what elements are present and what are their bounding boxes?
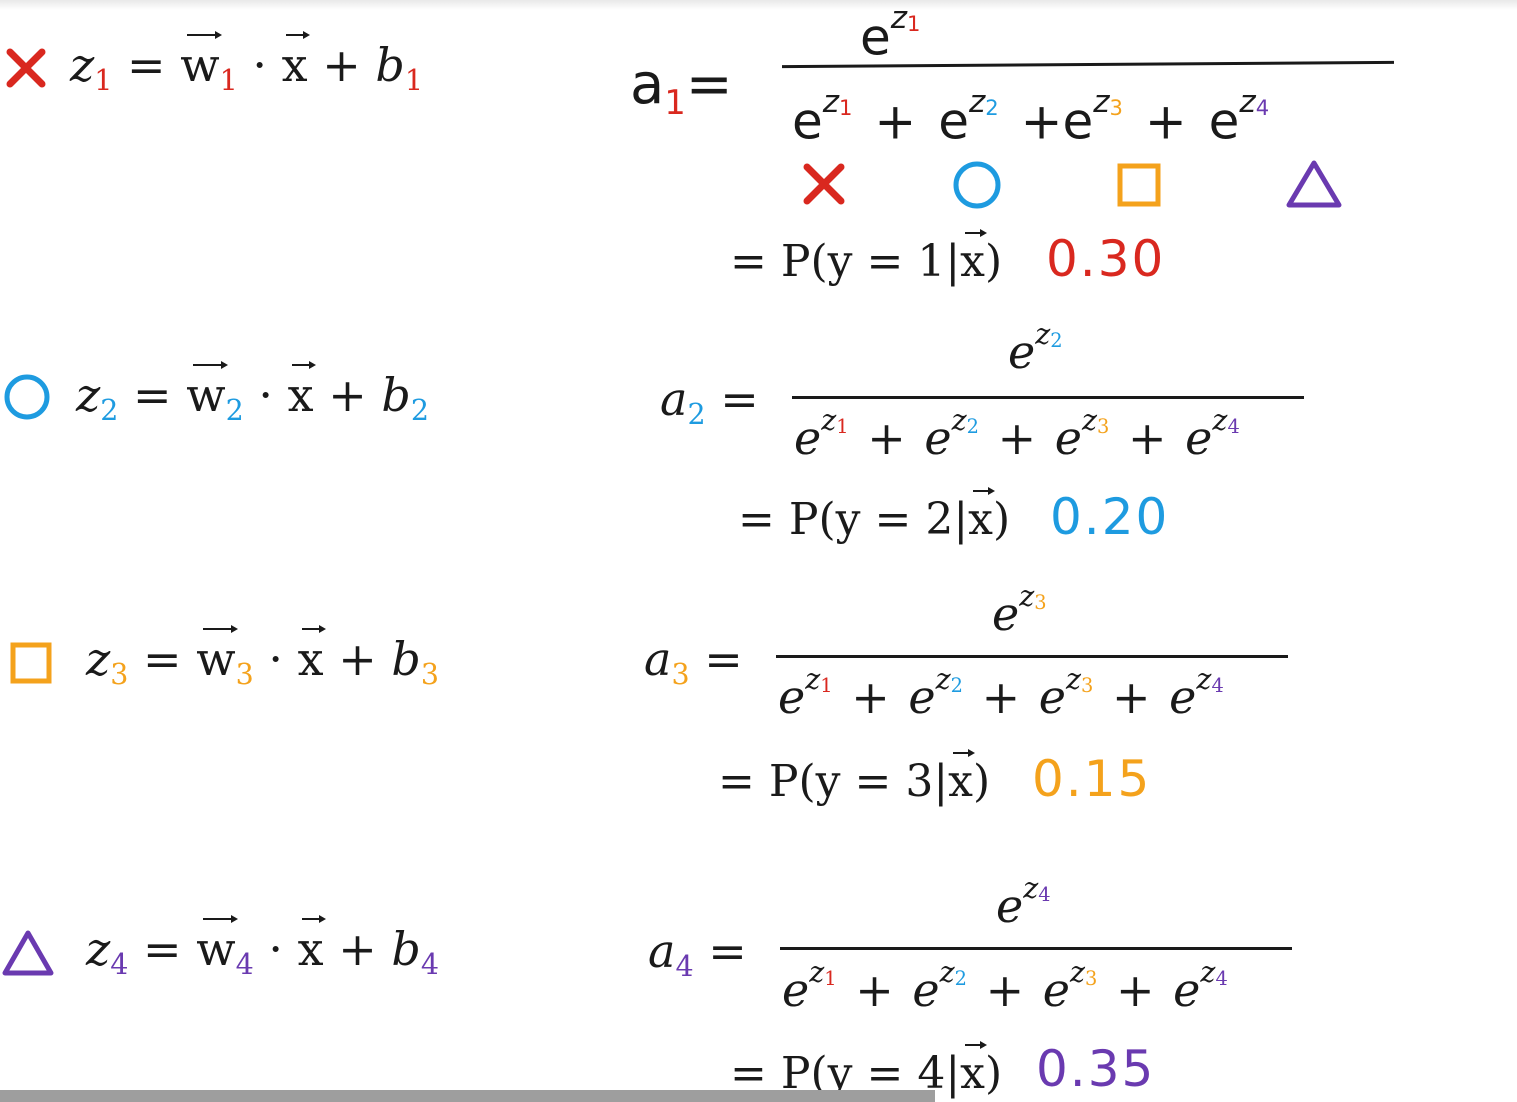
a2-denominator: ez1 + ez2 + ez3 + ez4 <box>794 404 1240 466</box>
a3-denominator: ez1 + ez2 + ez3 + ez4 <box>778 663 1224 725</box>
triangle-icon <box>2 930 54 976</box>
top-shade <box>0 0 1517 10</box>
circle-icon <box>953 161 1001 209</box>
x-mark-icon <box>6 48 46 88</box>
a3-label: a3 = <box>644 632 743 692</box>
p1-value: 0.30 <box>1046 230 1166 288</box>
p2-expression: = P(y = 2|x) <box>738 486 1011 545</box>
p3-value: 0.15 <box>1032 750 1152 808</box>
p2-value: 0.20 <box>1050 488 1170 546</box>
a2-label: a2 = <box>660 372 759 432</box>
x-mark-icon <box>803 163 845 205</box>
a2-fraction-bar <box>792 396 1304 399</box>
triangle-icon <box>1286 160 1342 208</box>
video-progress-bar[interactable] <box>0 1090 935 1102</box>
z3-equation: z3 = w3 · x + b3 <box>86 624 439 692</box>
a4-fraction-bar <box>780 947 1292 950</box>
square-icon <box>10 642 52 684</box>
circle-icon <box>4 374 50 420</box>
z4-equation: z4 = w4 · x + b4 <box>86 914 439 982</box>
p1-expression: = P(y = 1|x) <box>730 228 1003 287</box>
a3-numerator: ez3 <box>992 580 1047 642</box>
a2-numerator: ez2 <box>1008 318 1063 380</box>
a1-numerator: ez1 <box>860 0 921 67</box>
p4-value: 0.35 <box>1036 1040 1156 1098</box>
square-icon <box>1117 163 1161 207</box>
p3-expression: = P(y = 3|x) <box>718 748 991 807</box>
z1-equation: z1 = w1 · x + b1 <box>70 30 423 98</box>
z2-equation: z2 = w2 · x + b2 <box>76 360 429 428</box>
a4-denominator: ez1 + ez2 + ez3 + ez4 <box>782 956 1228 1018</box>
a1-label: a1= <box>630 52 733 122</box>
a1-denominator: ez1 + ez2 +ez3 + ez4 <box>792 84 1270 151</box>
a3-fraction-bar <box>776 655 1288 658</box>
a4-numerator: ez4 <box>996 872 1051 934</box>
a4-label: a4 = <box>648 924 747 984</box>
